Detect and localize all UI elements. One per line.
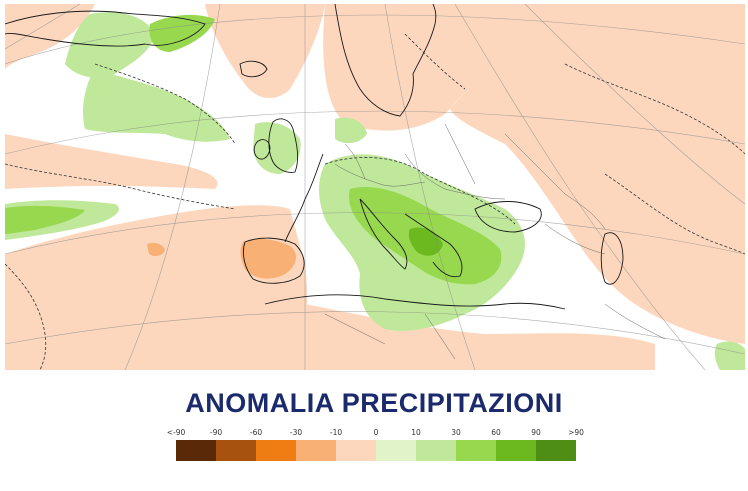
border-4 — [444, 123, 476, 185]
map-title: ANOMALIA PRECIPITAZIONI — [185, 388, 563, 418]
legend-swatch — [456, 440, 496, 461]
greenland-dry-area — [5, 4, 95, 69]
black-sea-coast — [474, 201, 542, 233]
national-borders — [324, 123, 666, 360]
atlantic-dry-area — [5, 205, 308, 370]
balkans-coast — [404, 213, 463, 278]
meridian-2 — [124, 4, 221, 370]
meridian-1 — [5, 4, 81, 50]
legend-label: -60 — [249, 428, 263, 437]
coastlines — [5, 4, 624, 310]
meridian-5 — [454, 4, 706, 370]
ireland-coast — [253, 139, 271, 160]
contour-scandinavia — [404, 33, 466, 90]
contour-east — [604, 173, 745, 255]
europe-west-coast — [284, 153, 324, 243]
legend-label: 90 — [531, 428, 541, 437]
legend-swatch — [216, 440, 256, 461]
contour-southwest — [5, 263, 47, 370]
graticule — [5, 4, 745, 370]
legend-label: -90 — [209, 428, 223, 437]
greenland-coast — [5, 10, 206, 47]
legend-swatch — [176, 440, 216, 461]
border-5 — [504, 133, 606, 230]
great-britain-coast — [268, 118, 299, 173]
legend-swatch — [536, 440, 576, 461]
legend-label: >90 — [568, 428, 584, 437]
scandinavia-coast — [334, 4, 437, 117]
legend-color-bar — [176, 440, 576, 461]
iberia-dry-core — [240, 238, 297, 279]
scandinavia-dry-area — [323, 4, 488, 131]
parallel-1 — [5, 14, 745, 65]
border-7 — [324, 313, 386, 345]
dry-anomaly-areas — [5, 4, 745, 370]
legend-swatch — [336, 440, 376, 461]
north-atlantic-dry-area — [205, 4, 325, 99]
precipitation-anomaly-map — [5, 4, 745, 370]
border-1 — [334, 163, 426, 187]
greenland-wet-area — [65, 12, 155, 78]
border-3 — [404, 153, 506, 200]
north-africa-coast — [264, 294, 566, 310]
contour-europe — [324, 157, 516, 225]
legend-label: 10 — [411, 428, 421, 437]
iceland-coast — [239, 60, 268, 78]
italy-coast — [359, 198, 408, 270]
legend-labels: <-90 -90 -60 -30 -10 0 10 30 60 90 >90 — [166, 428, 586, 440]
atlantic-dry-spot — [147, 242, 165, 257]
caucasus-wet-spot — [714, 341, 745, 370]
legend-label: <-90 — [166, 428, 186, 437]
meridian-4 — [384, 4, 476, 370]
west-atlantic-wet-core — [5, 205, 85, 234]
legend-swatch — [496, 440, 536, 461]
parallel-4 — [5, 311, 745, 355]
legend-label: 30 — [451, 428, 461, 437]
parallel-3 — [5, 212, 745, 255]
north-atlantic-wet-band — [83, 69, 230, 142]
border-8 — [424, 313, 456, 360]
caspian-coast — [600, 232, 624, 285]
legend-label: -10 — [329, 428, 343, 437]
legend-label: 0 — [373, 428, 379, 437]
legend-label: -30 — [289, 428, 303, 437]
iberia-coast — [242, 237, 305, 284]
zero-anomaly-contours — [5, 33, 745, 370]
wet-anomaly-areas — [5, 12, 745, 370]
border-2 — [344, 143, 366, 180]
parallel-2 — [5, 110, 745, 155]
legend-label: 60 — [491, 428, 501, 437]
british-isles-wet-area — [253, 122, 301, 174]
contour-atlantic — [5, 163, 236, 210]
legend-swatch — [256, 440, 296, 461]
legend-swatch — [376, 440, 416, 461]
legend-swatch — [416, 440, 456, 461]
russia-dry-area — [450, 4, 745, 344]
north-sea-wet-area — [335, 117, 367, 144]
contour-north-atlantic — [94, 63, 236, 145]
southeast-europe-wet-spot — [408, 227, 443, 256]
border-6 — [544, 223, 606, 255]
africa-dry-area — [305, 304, 655, 370]
legend-swatch — [296, 440, 336, 461]
atlantic-dry-band — [5, 134, 218, 189]
border-9 — [604, 303, 666, 340]
